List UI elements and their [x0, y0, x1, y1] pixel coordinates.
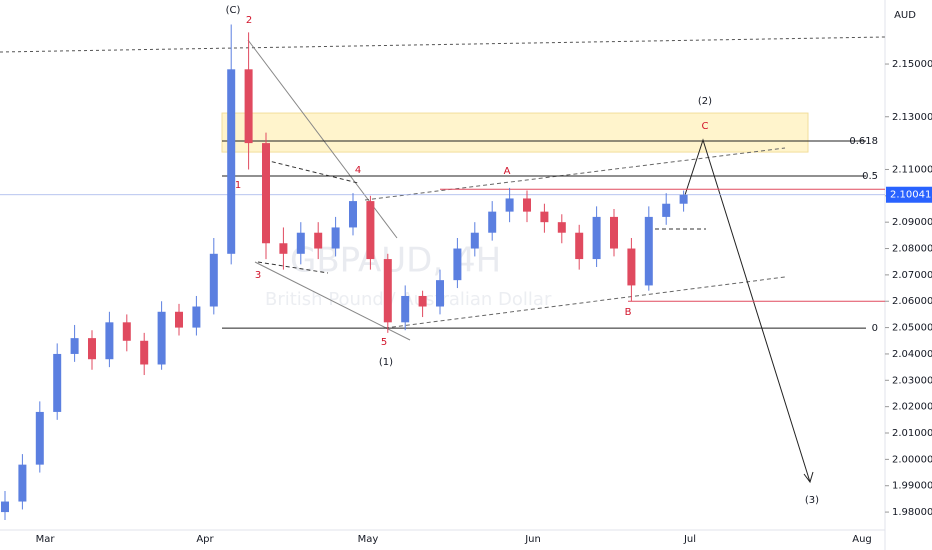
candle-body — [140, 340, 149, 365]
y-tick-label: 2.02000 — [892, 402, 932, 413]
x-tick-label: Jun — [524, 534, 541, 545]
y-tick-label: 2.15000 — [892, 59, 932, 70]
candle-body — [540, 211, 549, 223]
candle-body — [644, 216, 653, 286]
channel-line — [384, 276, 786, 329]
candle-body — [592, 216, 601, 260]
price-tag-label: 2.10041 — [890, 190, 931, 201]
candle-body — [505, 198, 514, 212]
watermark: GBPAUD, 4H — [290, 241, 501, 281]
candle-body — [557, 222, 566, 233]
candle-body — [122, 322, 131, 341]
y-tick-label: 2.08000 — [892, 244, 932, 255]
candle-body — [157, 311, 166, 365]
candle-body — [18, 464, 27, 502]
background — [0, 0, 886, 550]
candle-body — [53, 353, 62, 412]
y-tick-label: 2.11000 — [892, 164, 932, 175]
wave-label: 2 — [246, 15, 252, 26]
x-tick-label: May — [358, 534, 379, 545]
trendline — [257, 261, 329, 274]
candle-body — [262, 143, 270, 244]
x-tick-label: Mar — [36, 534, 56, 545]
wave-label: 5 — [381, 337, 387, 348]
y-tick-label: 1.99000 — [892, 481, 932, 492]
wave-label: (2) — [698, 96, 712, 107]
candle-body — [453, 248, 462, 281]
candle-body — [488, 211, 497, 233]
wave-label: B — [625, 307, 632, 318]
candle-body — [366, 201, 375, 260]
candle-body — [470, 232, 479, 249]
candle-body — [192, 306, 201, 328]
y-tick-label: 2.09000 — [892, 217, 932, 228]
currency-label: AUD — [894, 10, 916, 21]
y-tick-label: 2.05000 — [892, 323, 932, 334]
y-tick-label: 2.06000 — [892, 296, 932, 307]
candle-body — [209, 253, 218, 307]
candle-body — [331, 227, 340, 249]
wave-label: 3 — [255, 270, 261, 281]
candle-body — [418, 295, 427, 307]
wave-label: (1) — [379, 357, 393, 368]
candle-body — [523, 198, 531, 212]
candle-body — [88, 338, 96, 360]
candle-body — [296, 232, 305, 254]
arrowhead — [803, 471, 814, 484]
candle-body — [627, 248, 636, 286]
candle-body — [70, 338, 79, 354]
candle-body — [610, 216, 618, 249]
fib-label: 0.618 — [849, 136, 878, 147]
y-tick-label: 2.00000 — [892, 454, 932, 465]
projection — [684, 138, 811, 483]
wave-label: (C) — [226, 5, 241, 16]
candle-body — [244, 69, 253, 144]
price-tag — [886, 186, 932, 203]
x-tick-label: Apr — [196, 534, 214, 545]
y-tick-label: 2.13000 — [892, 112, 932, 123]
candle-body — [436, 280, 444, 307]
y-tick-label: 2.01000 — [892, 428, 932, 439]
candle-body — [227, 69, 236, 254]
candle-body — [383, 259, 392, 323]
trendline — [254, 261, 411, 341]
candle-body — [679, 194, 688, 204]
candle-body — [662, 203, 671, 217]
x-tick-label: Aug — [852, 534, 872, 545]
wave-label: C — [702, 121, 709, 132]
wave-label: 4 — [355, 165, 361, 176]
y-tick-label: 2.03000 — [892, 375, 932, 386]
candle-body — [175, 311, 183, 328]
candle-body — [575, 232, 584, 260]
candle-body — [349, 201, 357, 228]
fib-label: 0 — [872, 323, 878, 334]
wave-label: 1 — [235, 180, 241, 191]
channel-line — [364, 147, 786, 201]
candle-body — [401, 295, 410, 323]
y-tick-label: 2.07000 — [892, 270, 932, 281]
fib-label: 0.5 — [862, 171, 878, 182]
candle-body — [35, 411, 44, 465]
wave-label: (3) — [805, 495, 819, 506]
candle-body — [105, 322, 114, 360]
y-tick-label: 1.98000 — [892, 507, 932, 518]
wave-label: A — [504, 166, 511, 177]
candle-body — [279, 243, 288, 254]
y-tick-label: 2.04000 — [892, 349, 932, 360]
x-tick-label: Jul — [683, 534, 696, 545]
trendline — [0, 36, 886, 53]
trendline — [264, 159, 359, 184]
candle-body — [314, 232, 323, 249]
candle-body — [1, 501, 9, 513]
zone — [221, 112, 809, 153]
